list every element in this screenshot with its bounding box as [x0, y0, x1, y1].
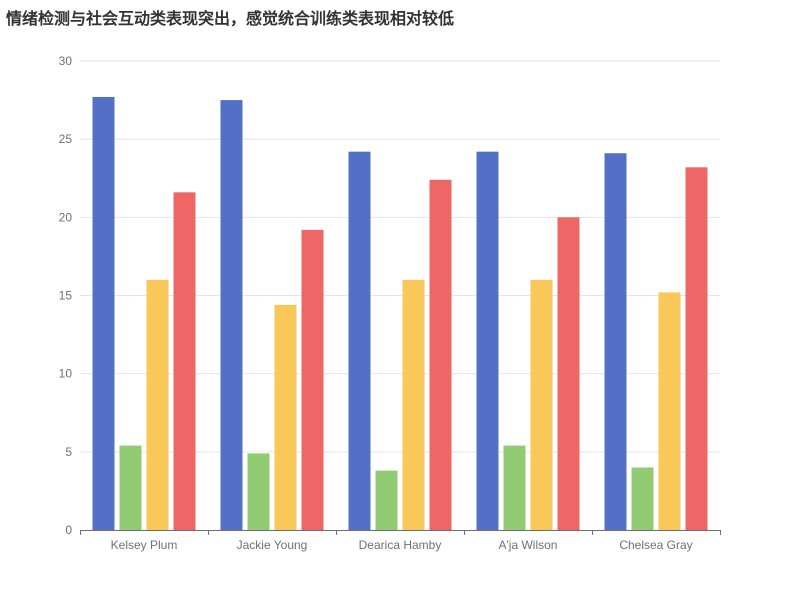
bar-4-1[interactable] [631, 467, 654, 530]
bars [92, 96, 708, 531]
bar-0-3[interactable] [173, 192, 196, 530]
bar-3-1[interactable] [503, 445, 526, 530]
tick-labels: 0 5 10 15 20 25 30 Kelsey Plum Jackie Young Deari… [59, 54, 693, 552]
y-tick-label: 20 [59, 210, 73, 224]
chart-title: 情绪检测与社会互动类表现突出，感觉统合训练类表现相对较低 [6, 9, 455, 28]
y-tick-label: 30 [59, 54, 73, 68]
bar-0-1[interactable] [119, 445, 142, 530]
bar-0-0[interactable] [92, 96, 115, 530]
bar-3-0[interactable] [476, 151, 499, 530]
x-tick-label: Kelsey Plum [111, 538, 178, 552]
y-tick-label: 15 [59, 289, 73, 303]
bar-1-1[interactable] [247, 453, 270, 530]
bar-2-1[interactable] [375, 470, 398, 530]
bar-0-2[interactable] [146, 279, 169, 530]
bar-1-3[interactable] [301, 229, 324, 530]
y-tick-label: 10 [59, 367, 73, 381]
axes [80, 530, 721, 535]
y-tick-label: 0 [65, 523, 72, 537]
y-tick-label: 25 [59, 132, 73, 146]
bar-2-3[interactable] [429, 179, 452, 530]
bar-3-2[interactable] [530, 279, 553, 530]
bar-4-2[interactable] [658, 292, 681, 530]
x-tick-label: Chelsea Gray [619, 538, 692, 552]
x-tick-label: A'ja Wilson [499, 538, 558, 552]
bar-2-0[interactable] [348, 151, 371, 530]
x-tick-label: Jackie Young [237, 538, 308, 552]
bar-4-0[interactable] [604, 153, 627, 530]
x-tick-label: Dearica Hamby [359, 538, 442, 552]
bar-2-2[interactable] [402, 279, 425, 530]
bar-1-0[interactable] [220, 100, 243, 530]
y-tick-label: 5 [65, 445, 72, 459]
bar-3-3[interactable] [557, 217, 580, 531]
bar-4-3[interactable] [685, 167, 708, 530]
bar-1-2[interactable] [274, 304, 297, 530]
